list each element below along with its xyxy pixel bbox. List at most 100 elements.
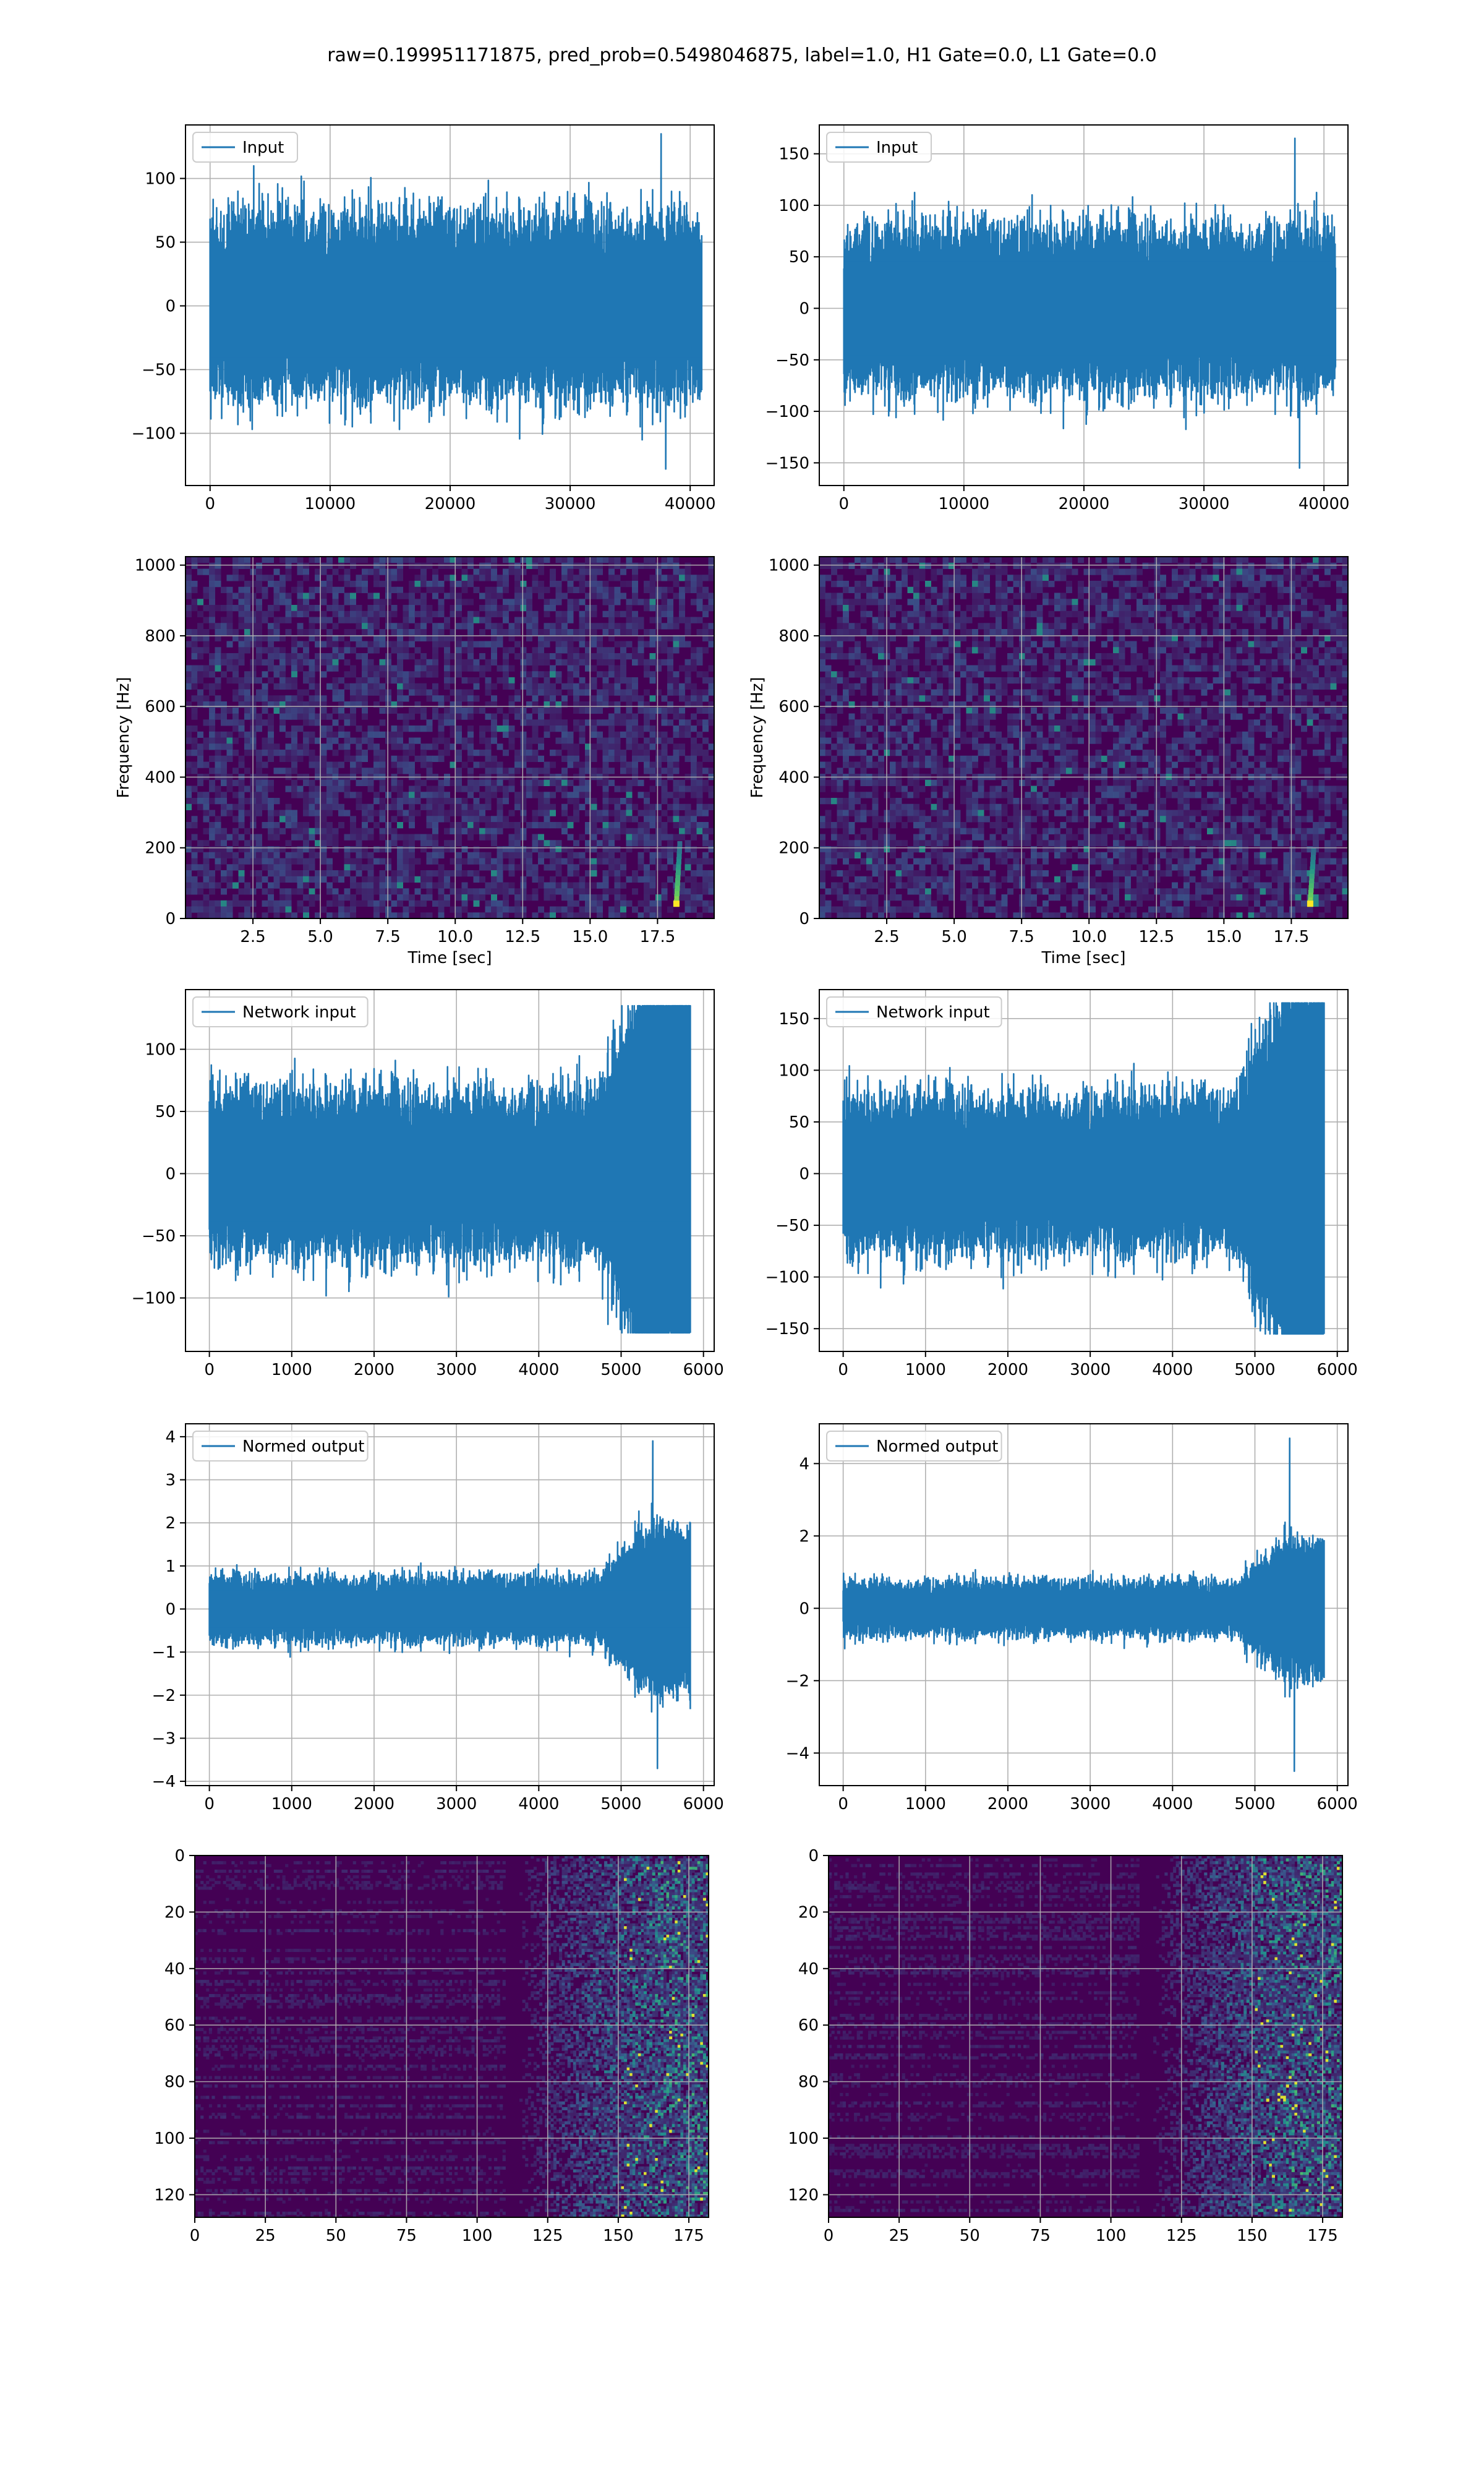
heatmap-cell <box>597 653 603 660</box>
heatmap-cell <box>1054 568 1060 575</box>
heatmap-cell <box>450 557 456 563</box>
heatmap-cell <box>391 779 398 786</box>
heatmap-cell <box>1136 653 1143 660</box>
heatmap-cell <box>514 629 521 636</box>
heatmap-cell <box>1101 575 1107 581</box>
heatmap-cell <box>1318 683 1325 690</box>
heatmap-cell <box>279 713 286 720</box>
heatmap-cell <box>209 653 215 660</box>
heatmap-cell <box>866 581 872 588</box>
heatmap-cell <box>285 750 292 756</box>
heatmap-cell <box>608 731 615 738</box>
heatmap-cell <box>444 798 450 805</box>
heatmap-cell <box>655 768 662 774</box>
heatmap-cell <box>691 665 697 672</box>
heatmap-cell <box>620 665 626 672</box>
heatmap-cell <box>503 671 509 678</box>
heatmap-cell <box>268 785 274 792</box>
heatmap-cell <box>620 719 626 726</box>
heatmap-cell <box>684 671 691 678</box>
heatmap-cell <box>684 803 691 810</box>
heatmap-cell <box>191 876 198 883</box>
heatmap-cell <box>244 605 250 612</box>
chirp-cell <box>676 862 681 870</box>
heatmap-cell <box>708 562 715 569</box>
heatmap-cell <box>497 888 503 895</box>
heatmap-cell <box>256 695 262 702</box>
heatmap-cell <box>1213 568 1219 575</box>
heatmap-cell <box>309 798 315 805</box>
heatmap-cell <box>397 803 403 810</box>
heatmap-cell <box>191 653 198 660</box>
heatmap-cell <box>1172 605 1178 612</box>
heatmap-cell <box>614 610 621 617</box>
heatmap-cell <box>620 623 626 630</box>
heatmap-cell <box>420 593 427 599</box>
heatmap-cell <box>520 581 527 588</box>
heatmap-cell <box>1307 610 1313 617</box>
heatmap-cell <box>391 798 398 805</box>
heatmap-cell <box>573 755 579 762</box>
heatmap-cell <box>444 557 450 563</box>
heatmap-cell <box>567 677 574 684</box>
heatmap-cell <box>268 653 274 660</box>
heatmap-cell <box>895 629 902 636</box>
heatmap-cell <box>538 557 544 563</box>
heatmap-cell <box>391 623 398 630</box>
heatmap-cell <box>409 726 415 732</box>
heatmap-cell <box>538 647 544 654</box>
heatmap-cell <box>626 803 633 810</box>
heatmap-cell <box>1154 665 1161 672</box>
heatmap-cell <box>890 623 896 630</box>
heatmap-cell <box>338 803 344 810</box>
heatmap-cell <box>397 888 403 895</box>
heatmap-cell <box>708 743 715 750</box>
heatmap-cell <box>1083 683 1090 690</box>
heatmap-cell <box>367 623 374 630</box>
heatmap-cell <box>409 581 415 588</box>
heatmap-cell <box>1013 659 1020 666</box>
heatmap-cell <box>1266 659 1272 666</box>
heatmap-cell <box>309 785 315 792</box>
heatmap-cell <box>191 816 198 823</box>
heatmap-cell <box>1025 677 1031 684</box>
heatmap-cell <box>1271 677 1278 684</box>
heatmap-cell <box>409 768 415 774</box>
heatmap-cell <box>367 894 374 901</box>
heatmap-cell <box>907 599 914 606</box>
heatmap-cell <box>691 575 697 581</box>
heatmap-cell <box>444 840 450 847</box>
heatmap-cell <box>644 659 650 666</box>
heatmap-cell <box>244 852 250 858</box>
heatmap-cell <box>497 635 503 641</box>
heatmap-cell <box>279 617 286 623</box>
heatmap-cell <box>532 792 539 798</box>
heatmap-cell <box>614 731 621 738</box>
heatmap-cell <box>1119 593 1125 599</box>
heatmap-cell <box>338 677 344 684</box>
heatmap-cell <box>256 653 262 660</box>
heatmap-cell <box>191 562 198 569</box>
heatmap-cell <box>203 906 210 913</box>
heatmap-cell <box>585 568 591 575</box>
heatmap-cell <box>397 586 403 593</box>
heatmap-cell <box>819 665 825 672</box>
heatmap-cell <box>996 581 1002 588</box>
heatmap-cell <box>344 858 351 865</box>
heatmap-cell <box>872 599 879 606</box>
heatmap-cell <box>226 605 233 612</box>
heatmap-cell <box>696 581 703 588</box>
heatmap-cell <box>450 586 456 593</box>
heatmap-cell <box>1066 562 1072 569</box>
heatmap-cell <box>696 761 703 768</box>
heatmap-cell <box>1336 671 1342 678</box>
heatmap-cell <box>485 562 492 569</box>
heatmap-cell <box>209 906 215 913</box>
heatmap-cell <box>608 683 615 690</box>
heatmap-cell <box>702 629 709 636</box>
heatmap-cell <box>315 792 321 798</box>
heatmap-cell <box>878 623 884 630</box>
heatmap-cell <box>520 792 527 798</box>
heatmap-cell <box>1036 568 1043 575</box>
heatmap-cell <box>925 586 931 593</box>
